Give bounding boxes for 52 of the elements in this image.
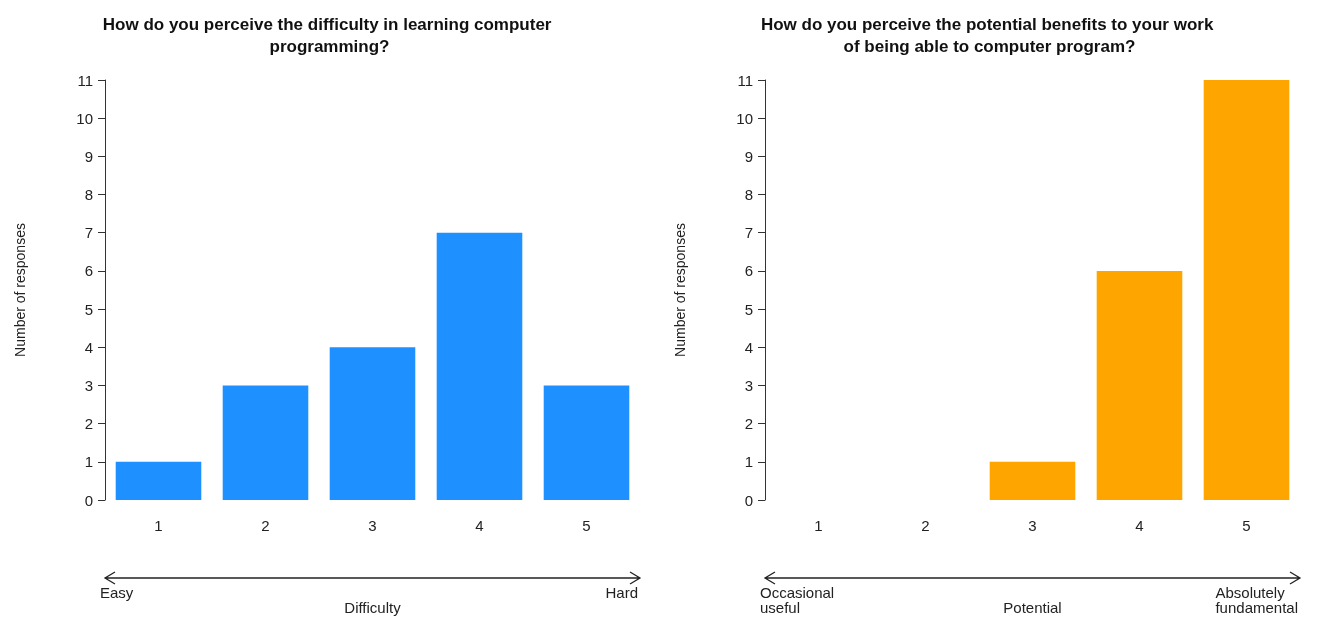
y-tick-label: 2 [84,415,93,433]
x-axis-title: Difficulty [344,599,402,616]
y-tick-label: 4 [744,338,753,356]
y-tick-label: 1 [744,453,753,471]
y-tick-label: 8 [744,186,753,204]
y-tick-label: 7 [84,224,93,242]
y-tick-label: 11 [737,71,753,89]
x-tick-label: 4 [1135,517,1144,534]
x-tick-label: 4 [475,517,484,534]
chart-title: How do you perceive the difficulty in learning computer programming? [102,14,557,56]
bar [115,461,202,500]
y-tick-label: 0 [84,491,93,509]
y-tick-label: 5 [744,300,753,318]
y-tick-label: 3 [84,376,93,394]
bar [222,385,309,500]
bar [543,385,630,500]
text: Absolutely fundamental [1215,584,1298,616]
y-tick-label: 6 [84,262,93,280]
y-tick-label: 8 [84,186,93,204]
bar [989,461,1076,500]
bar [436,232,523,500]
y-tick-label: 7 [744,224,753,242]
x-axis-title: Potential [1003,599,1062,616]
x-tick-label: 3 [368,517,377,534]
y-axis-title: Number of responses [672,223,688,357]
x-tick-label: 2 [921,517,930,534]
x-tick-label: 3 [1028,517,1037,534]
y-tick-label: 0 [744,491,753,509]
x-tick-label: 5 [582,517,591,534]
x-tick-label: 1 [814,517,823,534]
text: Easy [100,584,134,601]
y-tick-label: 1 [84,453,93,471]
text: Hard [605,584,638,601]
y-tick-label: 3 [744,376,753,394]
text: Occasional useful [760,584,839,616]
y-tick-label: 2 [744,415,753,433]
x-tick-label: 2 [261,517,270,534]
chart-title: How do you perceive the potential benefits to your work of being able to computer program? [760,14,1219,56]
y-tick-label: 10 [736,109,753,127]
y-tick-label: 10 [76,109,93,127]
x-tick-label: 1 [154,517,163,534]
x-tick-label: 5 [1242,517,1251,534]
y-tick-label: 9 [744,147,753,165]
y-tick-label: 11 [77,71,93,89]
y-tick-label: 6 [744,262,753,280]
bar [1203,80,1290,500]
y-tick-label: 9 [84,147,93,165]
bar [329,347,416,500]
y-tick-label: 5 [84,300,93,318]
y-axis-title: Number of responses [12,223,28,357]
y-tick-label: 4 [84,338,93,356]
bar [1096,270,1183,500]
